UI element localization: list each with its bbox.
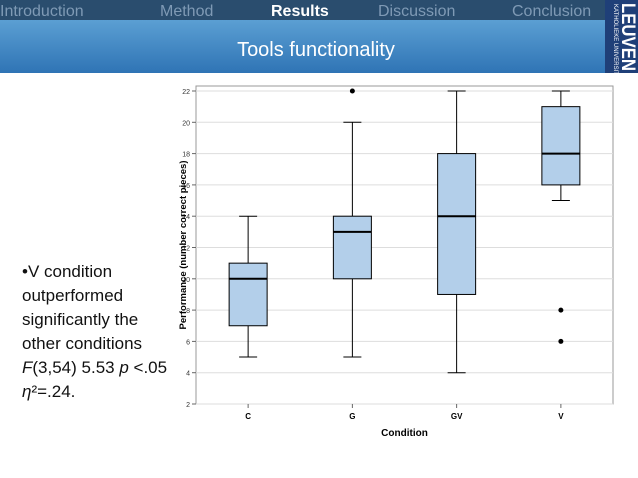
y-tick-label: 2: [186, 402, 190, 409]
y-tick-label: 22: [182, 89, 190, 96]
nav-tab[interactable]: Method: [160, 3, 213, 20]
outlier: [558, 307, 564, 313]
x-tick-label: G: [349, 412, 355, 421]
box: [228, 262, 268, 327]
nav-tab[interactable]: Introduction: [0, 3, 84, 20]
y-axis-label: Performance (number correct pieces): [178, 161, 189, 330]
logo-box: [605, 0, 638, 73]
logo-subtitle: KATHOLIEKE UNIVERSITEIT: [612, 4, 618, 85]
text: V condition outperformed significantly t…: [22, 262, 143, 353]
x-tick-label: C: [245, 412, 251, 421]
y-tick-label: 16: [182, 183, 190, 190]
box: [332, 215, 372, 280]
box: [541, 106, 581, 186]
text: <.05: [128, 358, 168, 377]
nav: Introduction Method Results Discussion Concl…: [0, 3, 591, 20]
y-tick-label: 14: [182, 214, 190, 221]
nav-tab[interactable]: Discussion: [378, 3, 455, 20]
x-tick-label: V: [558, 412, 564, 421]
y-tick-label: 12: [182, 246, 190, 253]
logo-name: LEUVEN: [617, 3, 638, 71]
x-tick-label: GV: [451, 412, 463, 421]
text: ²=.24.: [31, 382, 76, 401]
bullet-symbol: •: [22, 262, 28, 281]
y-tick-label: 8: [186, 308, 190, 315]
nav-bar: [0, 0, 605, 20]
chart: 2 4 6 8 10 12 14 16 18 20 22 Condition Performance (…: [178, 85, 614, 439]
y-tick-label: 6: [186, 339, 190, 346]
text: F: [22, 358, 33, 377]
y-tick-label: 10: [182, 277, 190, 284]
y-tick-label: 4: [186, 371, 190, 378]
outlier: [558, 338, 564, 344]
nav-tab[interactable]: Conclusion: [512, 3, 591, 20]
x-axis-label: Condition: [381, 428, 428, 439]
y-tick-label: 20: [182, 120, 190, 127]
bullet-text: •V condition outperformed significantly …: [22, 260, 180, 404]
text: p: [119, 358, 129, 377]
text: η: [22, 382, 32, 401]
nav-tab[interactable]: Results: [271, 3, 329, 20]
outlier: [349, 88, 355, 94]
box: [437, 153, 477, 295]
slide-title: Tools functionality: [237, 39, 395, 61]
text: (3,54) 5.53: [32, 358, 120, 377]
y-tick-label: 18: [182, 152, 190, 159]
title-bar: [0, 20, 605, 73]
